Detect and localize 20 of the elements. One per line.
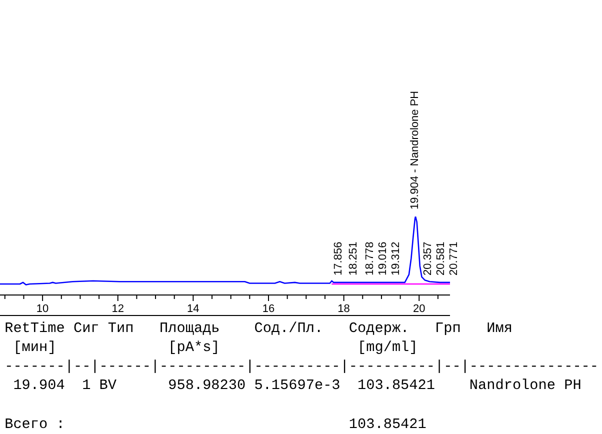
annotation: 19.312 bbox=[390, 242, 402, 276]
annotation: 18.778 bbox=[364, 242, 376, 276]
x-tick-label: 16 bbox=[262, 303, 275, 315]
annotation: 19.016 bbox=[376, 242, 389, 276]
annotation: 19.904 - Nandrolone PH bbox=[408, 90, 421, 210]
text: [мин] [pA*s] [mg/ml] bbox=[12, 338, 418, 358]
text: 19.904 1 BV 958.98230 5.15697e-3 103.85421 Nandrolone PH bbox=[12, 377, 582, 396]
annotation: 20.771 bbox=[448, 242, 460, 276]
annotation: 20.357 bbox=[422, 242, 434, 276]
x-tick-label: 14 bbox=[187, 303, 200, 315]
annotation: 17.856 bbox=[332, 242, 344, 276]
x-tick-label: 18 bbox=[338, 303, 350, 315]
x-tick-label: 10 bbox=[36, 303, 49, 315]
annotation: 18.251 bbox=[347, 242, 360, 276]
text: RetTime Сиг Тип Площадь Сод./Пл. Содерж. Грп Имя bbox=[4, 320, 512, 338]
x-tick-label: 20 bbox=[412, 303, 426, 315]
text: -------|--|------|----------|----------|----------|--|--------------- bbox=[4, 358, 599, 378]
x-tick-label: 12 bbox=[112, 303, 124, 315]
text: Всего : 103.85421 bbox=[4, 416, 426, 434]
annotation: 20.581 bbox=[434, 242, 447, 276]
